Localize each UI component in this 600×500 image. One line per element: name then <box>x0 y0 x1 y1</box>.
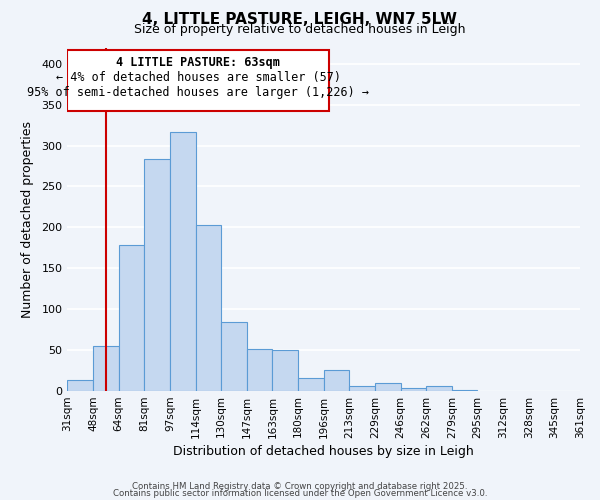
Text: Contains public sector information licensed under the Open Government Licence v3: Contains public sector information licen… <box>113 489 487 498</box>
Text: Size of property relative to detached houses in Leigh: Size of property relative to detached ho… <box>134 22 466 36</box>
Bar <box>145 160 170 390</box>
Bar <box>170 132 196 390</box>
Bar <box>298 378 324 390</box>
Y-axis label: Number of detached properties: Number of detached properties <box>22 120 34 318</box>
Bar <box>67 380 93 390</box>
Text: 4, LITTLE PASTURE, LEIGH, WN7 5LW: 4, LITTLE PASTURE, LEIGH, WN7 5LW <box>143 12 458 28</box>
Text: ← 4% of detached houses are smaller (57): ← 4% of detached houses are smaller (57) <box>56 71 341 84</box>
X-axis label: Distribution of detached houses by size in Leigh: Distribution of detached houses by size … <box>173 444 474 458</box>
Bar <box>349 386 375 390</box>
Bar <box>426 386 452 390</box>
Bar <box>247 349 272 391</box>
Bar <box>196 225 221 390</box>
Bar <box>401 388 426 390</box>
Text: 4 LITTLE PASTURE: 63sqm: 4 LITTLE PASTURE: 63sqm <box>116 56 280 70</box>
Bar <box>324 370 349 390</box>
Text: 95% of semi-detached houses are larger (1,226) →: 95% of semi-detached houses are larger (… <box>27 86 369 99</box>
Bar <box>375 383 401 390</box>
FancyBboxPatch shape <box>67 50 329 111</box>
Text: Contains HM Land Registry data © Crown copyright and database right 2025.: Contains HM Land Registry data © Crown c… <box>132 482 468 491</box>
Bar <box>272 350 298 391</box>
Bar <box>119 245 145 390</box>
Bar <box>221 322 247 390</box>
Bar <box>93 346 119 391</box>
